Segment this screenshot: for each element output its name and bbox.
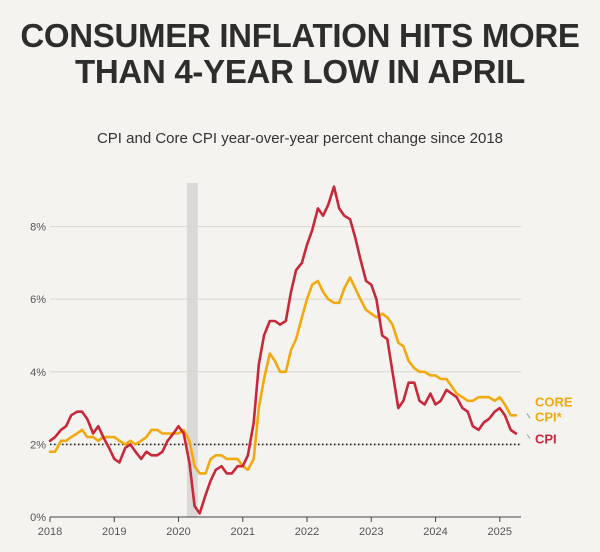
series-line: [48, 185, 518, 515]
x-tick-label: 2022: [295, 526, 319, 538]
legend-label-cpi: CPI: [535, 432, 557, 447]
x-tick-label: 2023: [359, 526, 383, 538]
series-line: [48, 276, 518, 475]
label-connector: [526, 413, 531, 419]
y-tick-label: 4%: [30, 367, 46, 379]
y-tick-label: 8%: [30, 222, 46, 234]
x-tick-label: 2025: [488, 526, 512, 538]
x-tick-label: 2024: [423, 526, 447, 538]
legend-label-core-cpi: CPI*: [535, 409, 563, 424]
y-tick-label: 2%: [30, 439, 46, 451]
chart-subtitle: CPI and Core CPI year-over-year percent …: [96, 130, 504, 147]
chart-title: CONSUMER INFLATION HITS MORE THAN 4-YEAR…: [20, 17, 580, 90]
y-tick-label: 0%: [30, 512, 46, 524]
x-tick-label: 2021: [231, 526, 255, 538]
x-tick-label: 2018: [38, 526, 62, 538]
x-tick-label: 2020: [166, 526, 190, 538]
x-tick-label: 2019: [102, 526, 126, 538]
label-connector: [526, 434, 531, 439]
recession-band: [186, 183, 198, 517]
y-tick-label: 6%: [30, 294, 46, 306]
legend-label-core-cpi: CORE: [535, 394, 573, 409]
